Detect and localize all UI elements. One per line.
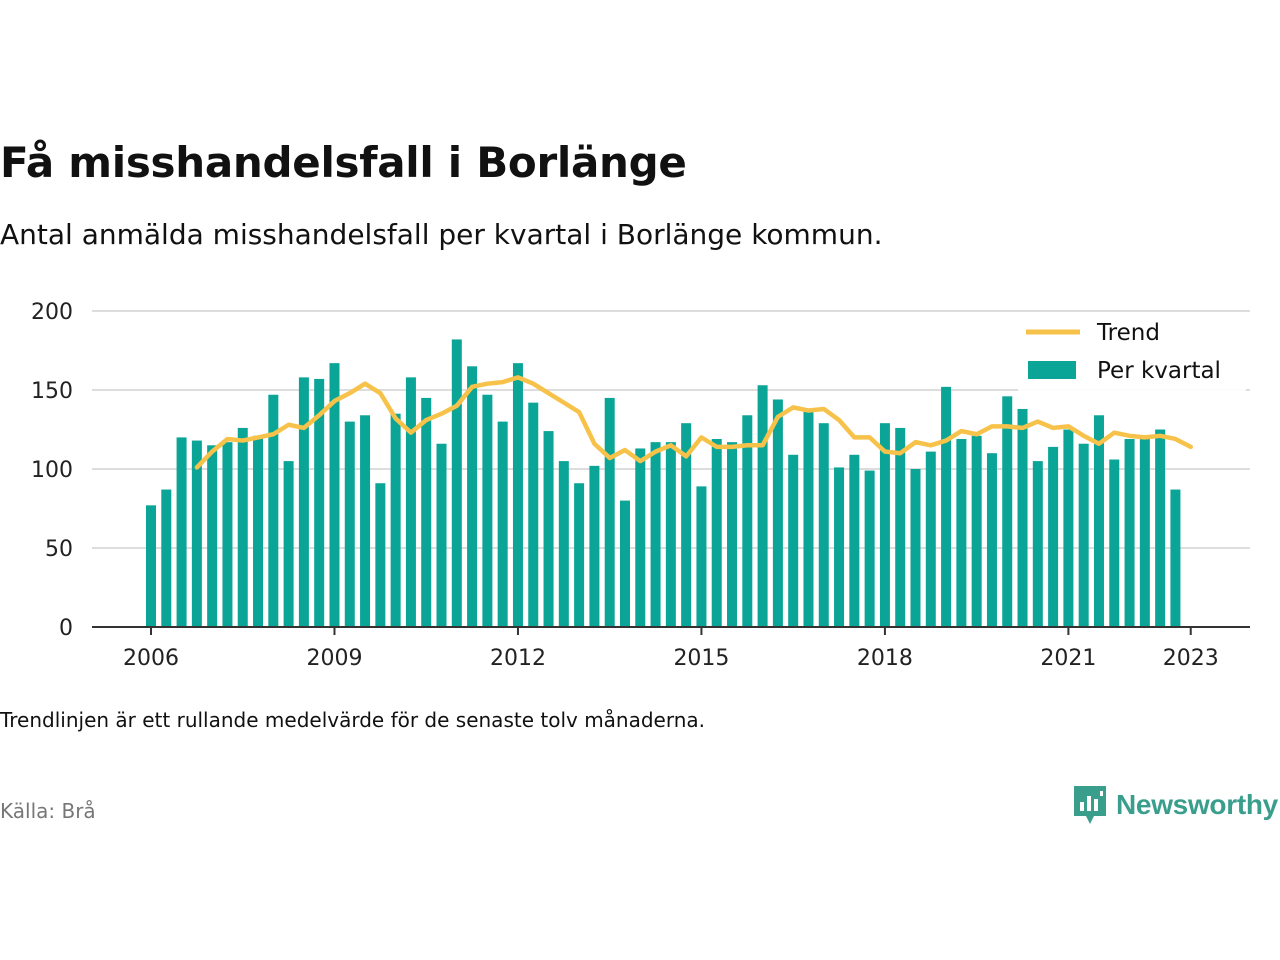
x-tick-label: 2023 xyxy=(1163,646,1219,671)
bar xyxy=(1078,443,1089,627)
bar xyxy=(558,461,569,627)
bar xyxy=(436,443,447,627)
bar xyxy=(283,461,294,627)
bar xyxy=(451,339,462,627)
bar xyxy=(956,438,967,627)
bar xyxy=(543,431,554,627)
chart-title: Få misshandelsfall i Borlänge xyxy=(0,138,687,187)
bar xyxy=(1124,438,1135,627)
bar xyxy=(635,448,646,627)
bar xyxy=(344,421,355,627)
bar xyxy=(986,453,997,627)
y-tick-label: 50 xyxy=(45,537,73,562)
bar xyxy=(421,397,432,627)
bar xyxy=(711,438,722,627)
x-tick-label: 2006 xyxy=(123,646,179,671)
bars xyxy=(146,339,1181,627)
legend-label-trend: Trend xyxy=(1096,320,1160,346)
bar xyxy=(191,440,202,627)
bar xyxy=(742,415,753,627)
bar xyxy=(589,465,600,627)
bar xyxy=(512,363,523,627)
bar xyxy=(268,394,279,627)
chart-subtitle: Antal anmälda misshandelsfall per kvarta… xyxy=(0,218,883,251)
x-tick-label: 2009 xyxy=(306,646,362,671)
bar xyxy=(298,377,309,627)
bar xyxy=(895,427,906,627)
bar xyxy=(146,505,156,627)
bar xyxy=(925,451,936,627)
x-tick-label: 2021 xyxy=(1040,646,1096,671)
bar xyxy=(788,454,799,627)
bar xyxy=(1093,415,1104,627)
bar xyxy=(574,483,585,627)
bar xyxy=(1017,408,1028,627)
y-tick-label: 200 xyxy=(31,300,73,325)
newsworthy-chart-bubble-icon xyxy=(1074,786,1106,824)
bar xyxy=(665,442,676,627)
bar xyxy=(879,423,890,627)
bar xyxy=(727,442,738,627)
legend-bar-swatch xyxy=(1028,361,1076,379)
y-tick-label: 100 xyxy=(31,458,73,483)
legend-label-per-kvartal: Per kvartal xyxy=(1097,358,1221,384)
bar xyxy=(360,415,371,627)
bar xyxy=(1109,459,1120,627)
chart: 0 50 100 150 200 2006 2009 2012 2015 2018 2021 202… xyxy=(31,300,1250,671)
bar xyxy=(237,427,248,627)
bar xyxy=(467,366,478,627)
bar xyxy=(772,399,783,627)
y-tick-label: 150 xyxy=(31,379,73,404)
bar xyxy=(314,378,325,627)
bar xyxy=(176,437,187,627)
bar xyxy=(1170,489,1181,627)
bar xyxy=(818,423,829,627)
bar xyxy=(619,500,630,627)
y-tick-label: 0 xyxy=(59,616,73,641)
bar xyxy=(482,394,493,627)
bar xyxy=(207,445,218,627)
bar xyxy=(405,377,416,627)
bar xyxy=(650,442,661,627)
legend: Trend Per kvartal xyxy=(1018,312,1246,392)
bar xyxy=(1048,446,1059,627)
bar xyxy=(864,470,875,627)
footnote: Trendlinjen är ett rullande medelvärde f… xyxy=(0,708,706,732)
bar xyxy=(971,435,982,627)
bar xyxy=(222,442,233,627)
logo-text: Newsworthy xyxy=(1116,789,1278,820)
bar xyxy=(329,363,340,627)
bar xyxy=(696,486,707,627)
x-tick-label: 2012 xyxy=(490,646,546,671)
x-tick-label: 2018 xyxy=(857,646,913,671)
bar xyxy=(849,454,860,627)
bar xyxy=(681,423,692,627)
bar xyxy=(390,413,401,627)
bar xyxy=(941,386,952,627)
x-tick-label: 2015 xyxy=(673,646,729,671)
bar xyxy=(910,469,921,627)
bar xyxy=(834,467,845,627)
bar xyxy=(1032,461,1043,627)
bar xyxy=(1063,429,1074,627)
bar xyxy=(497,421,508,627)
bar xyxy=(375,483,386,627)
x-axis-ticks: 2006 2009 2012 2015 2018 2021 2023 xyxy=(123,627,1219,671)
bar xyxy=(161,489,172,627)
y-axis-ticks: 0 50 100 150 200 xyxy=(31,300,73,641)
bar xyxy=(253,435,264,627)
bar xyxy=(1139,437,1150,627)
newsworthy-logo: Newsworthy xyxy=(1072,784,1278,826)
bar xyxy=(1155,429,1166,627)
bar xyxy=(528,402,539,627)
bar xyxy=(757,385,768,627)
bar xyxy=(1002,396,1013,627)
bar xyxy=(803,408,814,627)
source-label: Källa: Brå xyxy=(0,799,96,823)
bar xyxy=(604,397,615,627)
trend-line xyxy=(194,375,1193,470)
